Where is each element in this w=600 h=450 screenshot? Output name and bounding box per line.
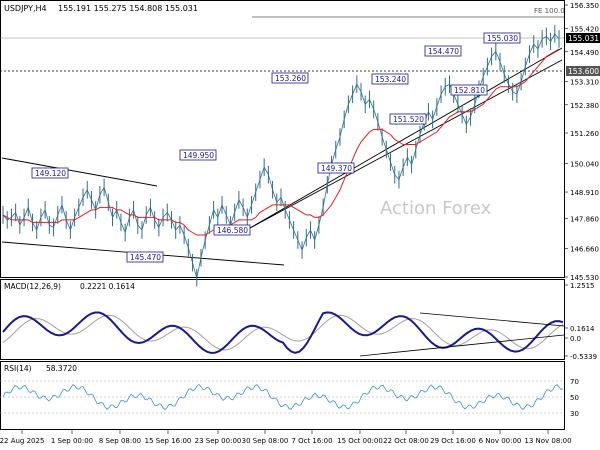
- price-label: 151.520: [393, 115, 424, 124]
- macd-panel: [0, 279, 565, 360]
- price-tick-label: 147.860: [570, 215, 599, 223]
- price-panel: [0, 0, 565, 278]
- price-label-box: [126, 251, 164, 263]
- macd-trend-high: [419, 312, 565, 327]
- rsi-series: [2, 383, 564, 411]
- macd-line: [2, 311, 564, 354]
- rsi-axis: 70 50 30: [0, 378, 579, 418]
- price-tick-label: 145.530: [570, 274, 599, 282]
- macd-label: MACD(12,26,9): [4, 282, 61, 291]
- price-label: 155.030: [487, 34, 518, 43]
- symbol-label: USDJPY,H4: [4, 4, 47, 13]
- price-tick-label: 156.350: [570, 2, 599, 10]
- price-label-box: [450, 84, 488, 96]
- x-tick-label: 8 Sep 08:00: [99, 437, 141, 445]
- price-label-box: [483, 32, 521, 44]
- rsi-label: RSI(14): [4, 364, 32, 373]
- price-label: 149.950: [183, 151, 214, 160]
- price-label: 154.470: [428, 47, 459, 56]
- price-tick-label: 151.260: [570, 130, 599, 138]
- rising-trendline: [249, 47, 563, 229]
- macd-tick-label: 1.2515: [570, 282, 595, 290]
- macd-values: 0.2221 0.1614: [80, 282, 135, 291]
- x-tick-label: 13 Nov 08:00: [524, 437, 571, 445]
- price-tick-label: 146.660: [570, 246, 599, 254]
- rsi-tick-label: 50: [570, 394, 579, 402]
- price-axis: 156.350 155.420 154.490 153.310 152.380 151.2…: [564, 2, 599, 282]
- signal-line: [2, 314, 564, 351]
- macd-series: [2, 311, 565, 357]
- rsi-values: 58.3720: [46, 364, 77, 373]
- x-tick-label: 29 Oct 16:00: [430, 437, 476, 445]
- x-tick-label: 15 Sep 16:00: [145, 437, 192, 445]
- ohlc-label: 155.191 155.275 154.808 155.031: [58, 4, 198, 13]
- x-axis: 22 Aug 2025 1 Sep 00:00 8 Sep 08:00 15 Sep …: [0, 430, 572, 445]
- current-price-text: 155.031: [568, 34, 599, 43]
- x-tick-label: 23 Sep 00:00: [195, 437, 242, 445]
- x-tick-label: 1 Sep 00:00: [51, 437, 93, 445]
- rsi-tick-label: 30: [570, 410, 579, 418]
- ema-line: [2, 48, 560, 236]
- price-tick-label: 152.380: [570, 102, 599, 110]
- fe-label: FE 100.0: [534, 7, 565, 15]
- price-label: 149.120: [35, 169, 66, 178]
- x-tick-label: 22 Oct 08:00: [383, 437, 429, 445]
- price-label: 145.470: [130, 253, 161, 262]
- macd-tick-label: 0.1614: [570, 325, 595, 333]
- price-label-box: [371, 73, 409, 85]
- x-tick-label: 7 Oct 16:00: [291, 437, 332, 445]
- price-labels: 149.120 145.470 149.950 146.580 153.260 149.3…: [31, 32, 521, 263]
- price-series: [2, 25, 560, 287]
- price-label-box: [179, 149, 217, 161]
- price-label-box: [424, 45, 462, 57]
- price-tick-label: 153.310: [570, 78, 599, 86]
- level-tag-text: 153.600: [568, 67, 599, 76]
- price-label-box: [389, 113, 427, 125]
- price-label: 149.370: [321, 164, 352, 173]
- macd-axis: 1.2515 0.1614 0.0 -0.5339: [564, 282, 597, 361]
- channel-top-line: [1, 157, 158, 187]
- price-label: 146.580: [217, 226, 248, 235]
- watermark: Action Forex: [380, 198, 492, 219]
- price-tick-label: 148.910: [570, 189, 599, 197]
- x-tick-label: 6 Nov 00:00: [479, 437, 522, 445]
- price-tick-label: 155.420: [570, 25, 599, 33]
- x-tick-label: 15 Oct 00:00: [337, 437, 383, 445]
- price-label-box: [31, 167, 69, 179]
- level-tag: [566, 66, 600, 76]
- x-tick-label: 30 Sep 08:00: [242, 437, 289, 445]
- price-tick-label: 154.490: [570, 49, 599, 57]
- price-label-box: [213, 224, 251, 236]
- rsi-line: [2, 383, 564, 411]
- price-label-box: [271, 72, 309, 84]
- rsi-tick-label: 70: [570, 378, 579, 386]
- price-tick-label: 150.040: [570, 161, 599, 169]
- macd-tick-label: 0.0: [570, 335, 581, 343]
- price-label-box: [317, 162, 355, 174]
- price-label: 153.260: [275, 74, 306, 83]
- macd-tick-label: -0.5339: [570, 353, 597, 361]
- current-price-tag: [566, 33, 600, 43]
- rsi-panel: [0, 361, 565, 430]
- price-label: 152.810: [454, 86, 485, 95]
- x-tick-label: 22 Aug 2025: [0, 437, 44, 445]
- price-label: 153.240: [375, 75, 406, 84]
- macd-trend-low: [359, 334, 565, 357]
